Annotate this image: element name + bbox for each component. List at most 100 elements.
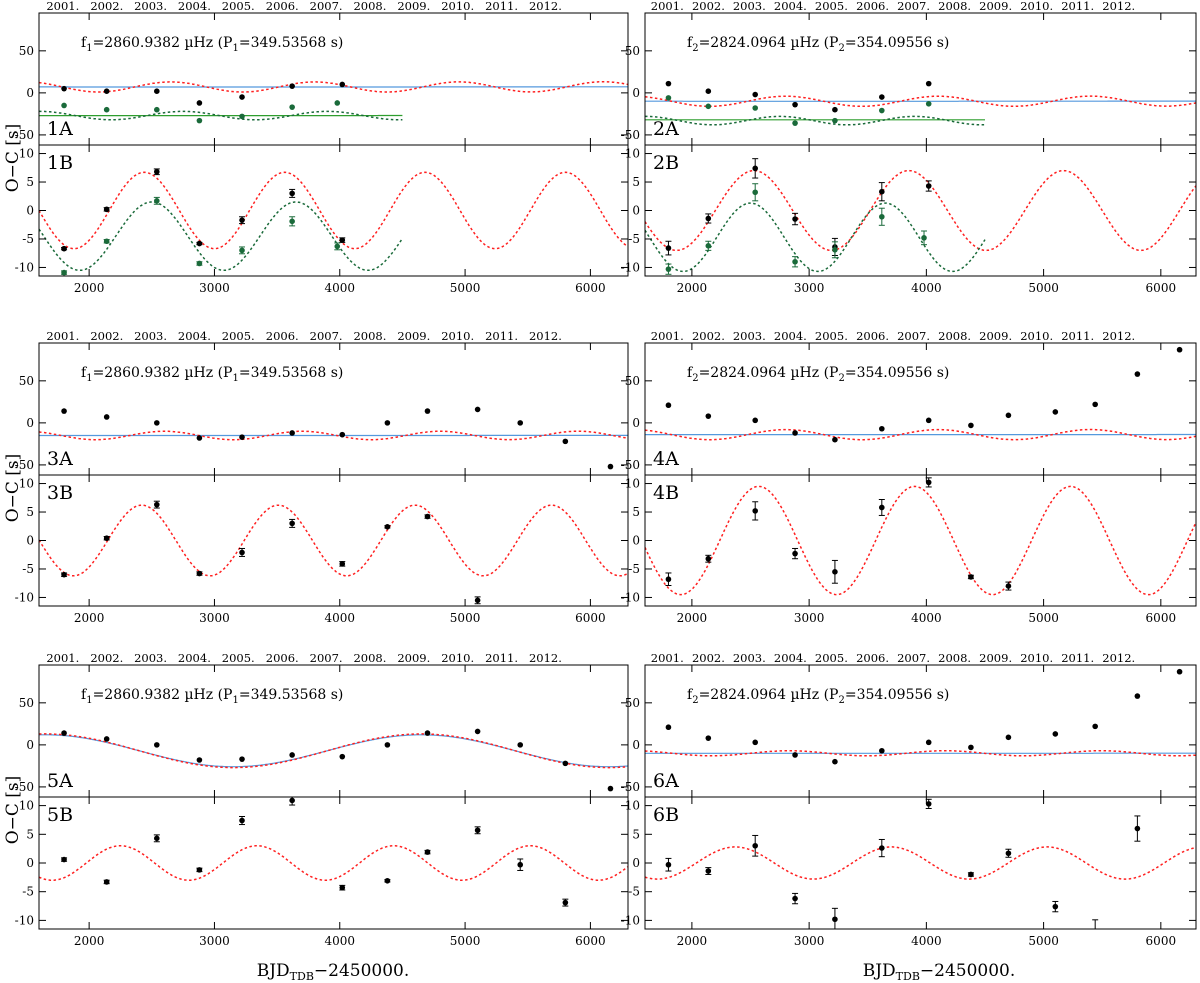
data-point-6A bbox=[832, 758, 838, 765]
data-point-1B bbox=[103, 238, 110, 245]
points-3A bbox=[61, 406, 614, 470]
xtick-label-1B: 6000 bbox=[575, 281, 606, 295]
data-point-5A bbox=[424, 730, 431, 736]
data-point-6B bbox=[925, 801, 932, 807]
data-point-2B bbox=[705, 215, 712, 222]
data-point-1A bbox=[61, 102, 67, 109]
data-point-2B bbox=[832, 247, 838, 253]
data-point-6B bbox=[752, 842, 758, 849]
data-point-1A bbox=[154, 106, 160, 113]
year-label: 2007. bbox=[897, 329, 930, 343]
xtick-label-1B: 2000 bbox=[74, 281, 105, 295]
panel-label-1B: 1B bbox=[47, 152, 73, 174]
panel-2B: -10 -5 0 5 10 2000 3000 4000 5000 6000 2B bbox=[621, 144, 1197, 295]
data-point-4A bbox=[705, 413, 712, 419]
xtick-label-6B: 2000 bbox=[677, 934, 708, 948]
ytick-label-1B: 5 bbox=[26, 175, 34, 189]
data-point-2A bbox=[705, 103, 712, 110]
year-label: 2003. bbox=[733, 329, 766, 343]
year-label: 2011. bbox=[485, 0, 518, 13]
frequency-annotation-5A: f1=2860.9382 µHz (P1=349.53568 s) bbox=[81, 687, 343, 706]
data-point-2A bbox=[792, 120, 798, 126]
points-6B bbox=[665, 798, 1141, 929]
data-point-4A bbox=[1052, 409, 1059, 415]
data-point-6A bbox=[1134, 693, 1141, 699]
data-point-4B bbox=[832, 569, 838, 575]
year-label: 2007. bbox=[310, 651, 343, 665]
data-point-1B bbox=[289, 190, 295, 197]
xtick-label-4B: 3000 bbox=[794, 611, 825, 625]
ytick-label-3A: 0 bbox=[26, 416, 34, 430]
ytick-label-1B: 10 bbox=[19, 147, 34, 161]
ylabel-row1: O−C [s] bbox=[3, 124, 23, 193]
xtick-label-2B: 4000 bbox=[911, 281, 942, 295]
model-curve-4B-0 bbox=[645, 485, 1196, 596]
year-label: 2006. bbox=[266, 0, 299, 13]
data-point-6A bbox=[1005, 734, 1012, 741]
data-point-1A bbox=[289, 83, 295, 89]
data-point-2A bbox=[792, 101, 798, 108]
year-label: 2010. bbox=[1020, 651, 1053, 665]
panel-label-2A: 2A bbox=[653, 118, 679, 140]
data-point-6B bbox=[792, 895, 798, 902]
data-point-1B bbox=[61, 269, 67, 276]
axes-frame-2B bbox=[644, 144, 1197, 277]
data-point-6B bbox=[879, 845, 885, 851]
ytick-label-2A: -50 bbox=[621, 128, 640, 142]
year-label: 2008. bbox=[938, 0, 971, 13]
model-curve-3A-1 bbox=[39, 430, 628, 441]
year-label: 2010. bbox=[441, 651, 474, 665]
data-point-3B bbox=[339, 561, 346, 567]
axes-frame-6B bbox=[644, 796, 1197, 930]
model-curve-1A-1 bbox=[39, 81, 628, 93]
panel-3A: -50 0 50 3A 2001. 2002. 2003. 2004. 2005. 2006. 20… bbox=[15, 329, 629, 476]
ytick-label-5A: -50 bbox=[15, 780, 34, 794]
ytick-label-2B: 0 bbox=[632, 204, 640, 218]
ytick-label-6B: 10 bbox=[625, 799, 640, 813]
data-point-1A bbox=[239, 94, 245, 100]
curves-4B bbox=[645, 485, 1196, 596]
curves-5B bbox=[39, 845, 628, 881]
model-curve-5A-1 bbox=[39, 733, 628, 769]
year-label: 2004. bbox=[774, 651, 807, 665]
panel-label-6A: 6A bbox=[653, 770, 679, 792]
data-point-5A bbox=[61, 730, 67, 736]
year-label: 2006. bbox=[856, 329, 889, 343]
data-point-5A bbox=[196, 757, 203, 763]
year-label: 2001. bbox=[46, 0, 79, 13]
data-point-3B bbox=[196, 570, 203, 577]
data-point-1B bbox=[196, 260, 203, 267]
ytick-label-6A: 0 bbox=[632, 738, 640, 752]
data-point-5B bbox=[103, 879, 110, 885]
points-2B bbox=[665, 158, 932, 275]
data-point-5A bbox=[517, 742, 524, 748]
curves-5A bbox=[39, 733, 628, 769]
data-point-3A bbox=[196, 435, 203, 441]
year-label: 2012. bbox=[529, 329, 562, 343]
data-point-4A bbox=[1092, 401, 1098, 408]
data-point-2A bbox=[752, 105, 758, 111]
panel-2A: -50 0 50 2A 2001. 2002. 2003. 2004. 2005. 2006. 20… bbox=[621, 0, 1197, 146]
year-label: 2005. bbox=[222, 329, 255, 343]
data-point-3A bbox=[474, 406, 481, 413]
data-point-5A bbox=[289, 752, 295, 758]
data-point-6B bbox=[665, 861, 672, 868]
model-curve-1B-0 bbox=[39, 171, 628, 250]
year-label: 2003. bbox=[134, 329, 167, 343]
axes-frame-6A bbox=[644, 664, 1197, 798]
year-label: 2009. bbox=[397, 651, 430, 665]
data-point-3A bbox=[607, 463, 614, 470]
xtick-label-1B: 4000 bbox=[324, 281, 355, 295]
data-point-1B bbox=[239, 247, 245, 254]
data-point-5A bbox=[474, 728, 481, 735]
panel-label-4A: 4A bbox=[653, 448, 679, 470]
data-point-4A bbox=[1176, 346, 1183, 353]
data-point-5A bbox=[562, 760, 569, 767]
panel-label-5B: 5B bbox=[47, 804, 73, 826]
ytick-label-5B: -5 bbox=[22, 885, 34, 899]
data-point-2B bbox=[665, 245, 672, 251]
axes-frame-1A bbox=[38, 12, 629, 146]
data-point-5B bbox=[61, 856, 67, 863]
data-point-3A bbox=[239, 434, 245, 440]
